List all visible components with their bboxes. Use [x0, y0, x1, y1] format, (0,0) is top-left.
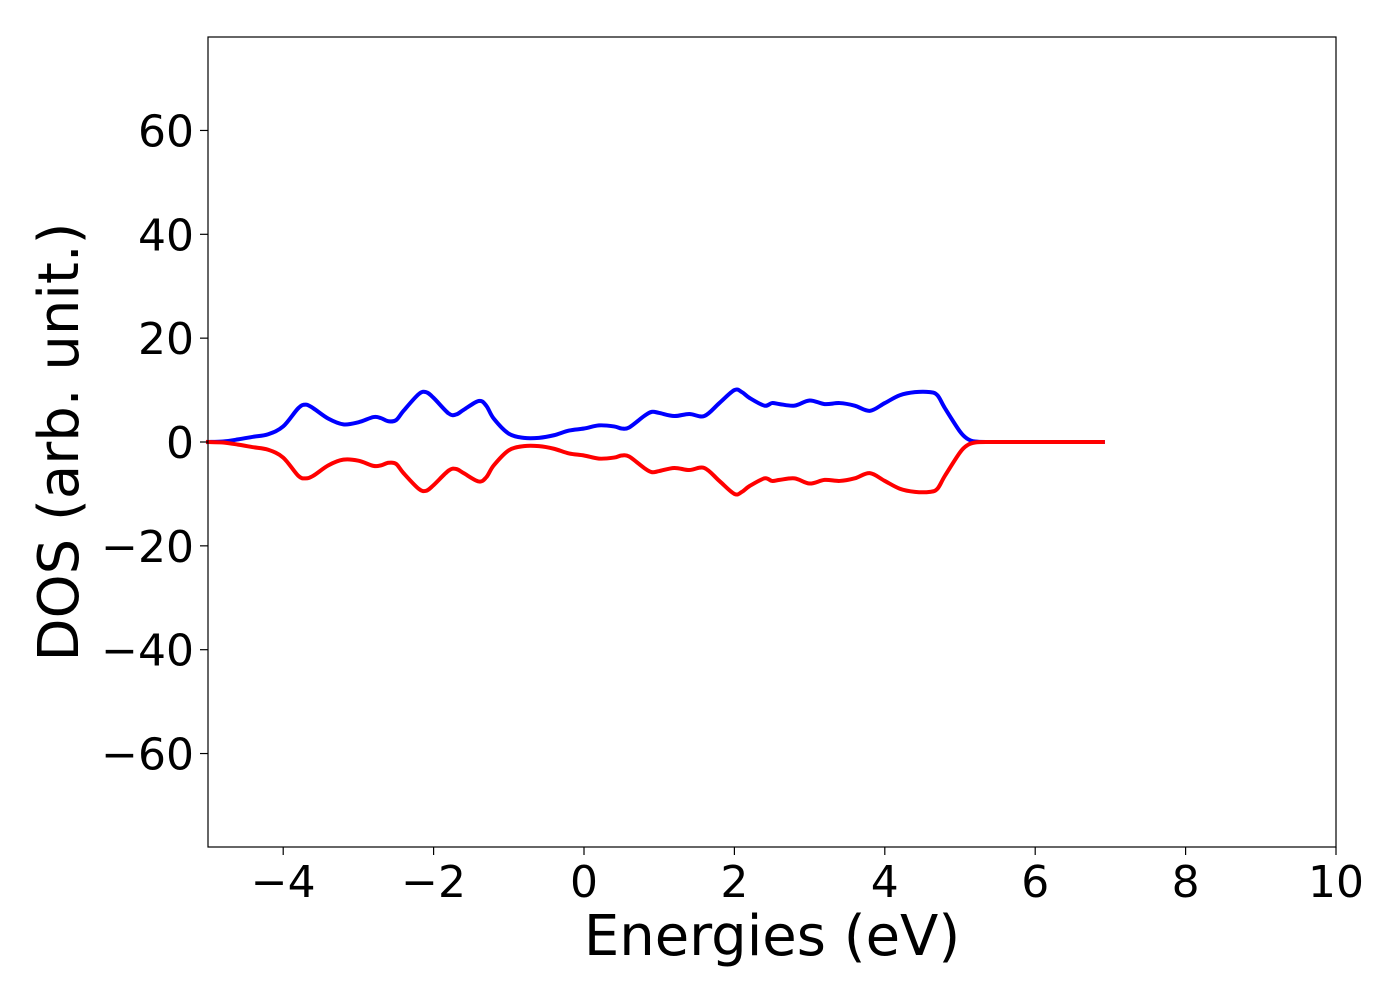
series-line-2 — [205, 439, 1105, 497]
y-axis: 60 40 20 0 −20 −40 −60 — [101, 106, 208, 781]
y-tick-label: −40 — [101, 626, 194, 677]
y-tick-label: −60 — [101, 730, 194, 781]
y-tick-label: −20 — [101, 522, 194, 573]
series-layer — [205, 387, 1105, 497]
x-tick-label: 6 — [1021, 857, 1049, 908]
plot-area — [208, 37, 1336, 847]
x-tick-label: 2 — [720, 857, 748, 908]
y-tick-label: 0 — [166, 418, 194, 469]
y-tick-label: 60 — [138, 106, 194, 157]
y-tick-label: 20 — [138, 314, 194, 365]
series-line-1 — [205, 387, 1105, 445]
x-tick-label: −4 — [251, 857, 316, 908]
x-tick-label: 0 — [570, 857, 598, 908]
x-tick-label: 8 — [1172, 857, 1200, 908]
x-tick-label: −2 — [401, 857, 466, 908]
x-tick-label: 4 — [871, 857, 899, 908]
x-axis-label: Energies (eV) — [584, 904, 960, 969]
y-tick-label: 40 — [138, 210, 194, 261]
y-axis-label: DOS (arb. unit.) — [27, 222, 92, 661]
x-axis: −4 −2 0 2 4 6 8 10 — [251, 847, 1364, 908]
x-tick-label: 10 — [1308, 857, 1364, 908]
